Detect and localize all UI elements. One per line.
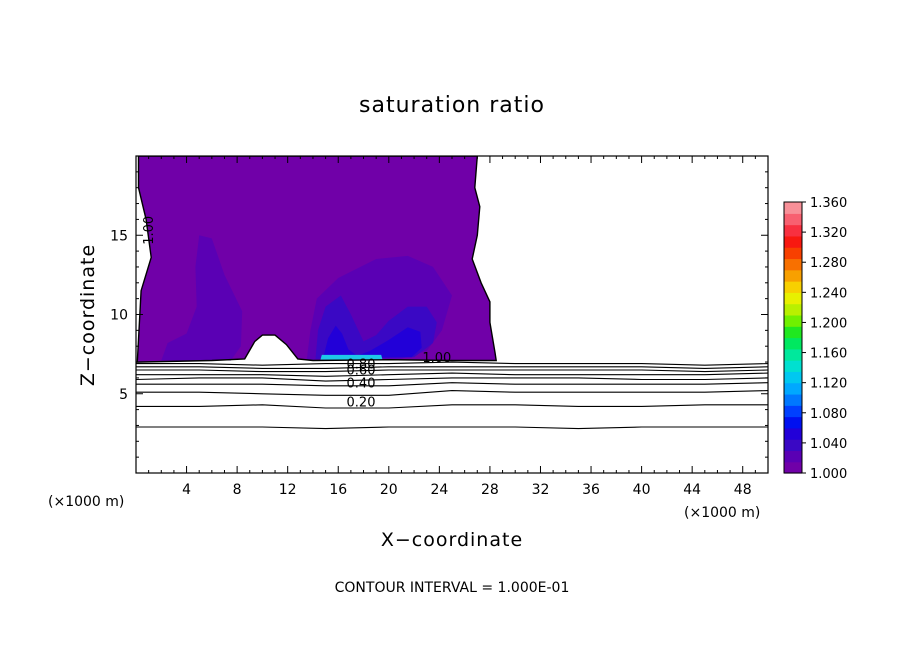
- colorbar-label: 1.160: [810, 347, 847, 362]
- colorbar-swatch: [784, 348, 802, 361]
- contour-label-0-20-5: 0.20: [347, 395, 376, 410]
- colorbar-swatch: [784, 314, 802, 327]
- saturation-fill-1-1-5: [320, 354, 383, 360]
- contour-line-0-20: [136, 404, 768, 409]
- colorbar-swatch: [784, 405, 802, 418]
- y-tick-label: 10: [110, 308, 128, 324]
- x-tick-label: 36: [582, 482, 600, 498]
- colorbar-swatch: [784, 393, 802, 406]
- colorbar-label: 1.120: [810, 377, 847, 392]
- contour-label-0-40-4: 0.40: [347, 376, 376, 391]
- colorbar-swatch: [784, 360, 802, 372]
- colorbar-swatch: [784, 439, 802, 452]
- colorbar-swatch: [784, 371, 802, 384]
- colorbar-swatch: [784, 303, 802, 316]
- colorbar-swatch: [784, 292, 802, 305]
- contour-label-1-00-0: 1.00: [422, 351, 451, 366]
- colorbar-swatch: [784, 382, 802, 395]
- colorbar-swatch: [784, 247, 802, 260]
- x-tick-label: 44: [683, 482, 701, 498]
- colorbar-swatch: [784, 213, 802, 226]
- x-unit-right: (×1000 m): [684, 505, 760, 521]
- x-tick-label: 4: [182, 482, 191, 498]
- x-tick-label: 8: [233, 482, 242, 498]
- y-tick-label: 5: [119, 387, 128, 403]
- colorbar-swatch: [784, 224, 802, 237]
- colorbar-label: 1.000: [810, 467, 847, 482]
- y-tick-label: 15: [110, 228, 128, 244]
- x-unit-left: (×1000 m): [48, 494, 124, 510]
- x-tick-label: 16: [329, 482, 347, 498]
- supersaturation-fills: [137, 156, 497, 363]
- colorbar-swatch: [784, 416, 802, 429]
- contour-plot-area: [136, 156, 768, 430]
- colorbar-label: 1.240: [810, 286, 847, 301]
- colorbar-swatch: [784, 258, 802, 271]
- colorbar-swatch: [784, 326, 802, 339]
- colorbar-label: 1.280: [810, 256, 847, 271]
- saturation-fill-1-02-1: [161, 235, 243, 361]
- colorbar-swatch: [784, 202, 802, 214]
- colorbar-label: 1.320: [810, 226, 847, 241]
- colorbar-swatch: [784, 450, 802, 463]
- contour-interval-note: CONTOUR INTERVAL = 1.000E-01: [335, 580, 570, 596]
- contour-label-0-80-2: 0.80: [347, 357, 376, 372]
- contour-line-0-80: [136, 366, 768, 369]
- colorbar-label: 1.080: [810, 407, 847, 422]
- y-axis-label: Z−coordinate: [77, 244, 99, 386]
- contour-lines: [136, 156, 768, 430]
- x-tick-label: 48: [734, 482, 752, 498]
- colorbar-swatch: [784, 461, 802, 474]
- contour-line-1-00: [136, 156, 498, 363]
- colorbar-swatch: [784, 427, 802, 440]
- colorbar-swatch: [784, 281, 802, 293]
- colorbar-label: 1.200: [810, 316, 847, 331]
- colorbar-swatch: [784, 235, 802, 248]
- contour-label-0-60-3: 0.60: [347, 364, 376, 379]
- contour-line-0-50: [136, 377, 768, 382]
- contour-line-0-90: [136, 361, 768, 366]
- contour-line-0-40: [136, 382, 768, 387]
- x-tick-label: 32: [532, 482, 550, 498]
- colorbar-swatch: [784, 337, 802, 350]
- colorbar-swatch: [784, 269, 802, 282]
- colorbar-label: 1.360: [810, 196, 847, 211]
- x-tick-label: 24: [430, 482, 448, 498]
- x-tick-label: 20: [380, 482, 398, 498]
- x-tick-label: 28: [481, 482, 499, 498]
- colorbar: 1.360 1.320 1.280 1.240 1.200 1.160 1.120 1.080…: [783, 196, 847, 482]
- saturation-fill-1-04-4: [323, 325, 422, 359]
- contour-label-1-00-1: 1.00: [142, 216, 157, 245]
- x-tick-label: 40: [633, 482, 651, 498]
- x-axis-label: X−coordinate: [381, 529, 523, 551]
- chart-title: saturation ratio: [359, 93, 545, 118]
- colorbar-label: 1.040: [810, 437, 847, 452]
- colorbar-frame: [783, 201, 803, 474]
- x-tick-label: 12: [279, 482, 297, 498]
- contour-line-0-70: [136, 369, 768, 373]
- contour-labels: 1.00 1.00 0.800.600.40 0.20: [142, 216, 451, 411]
- contour-line-0-10: [136, 426, 768, 430]
- contour-line-0-30: [136, 390, 768, 396]
- contour-line-0-60: [136, 372, 768, 377]
